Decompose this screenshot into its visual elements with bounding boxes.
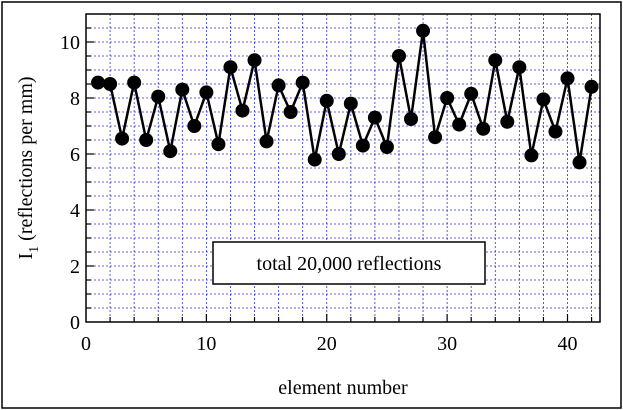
data-point — [271, 78, 286, 93]
data-point — [548, 124, 563, 139]
data-point — [307, 152, 322, 167]
y-axis-label-main: I — [15, 253, 37, 260]
x-axis-label: element number — [278, 377, 408, 399]
data-point — [319, 93, 334, 108]
y-axis-label-subscript: 1 — [27, 246, 42, 253]
data-point — [211, 137, 226, 152]
annotation-box — [212, 241, 486, 285]
annotation: total 20,000 reflections — [212, 241, 486, 285]
tick-labels: 0 10 20 30 40 0 2 4 6 8 10 — [60, 32, 577, 355]
data-point — [464, 86, 479, 101]
data-point — [428, 130, 443, 145]
data-point — [163, 144, 178, 159]
data-point — [572, 155, 587, 170]
data-point — [452, 117, 467, 132]
y-tick-label: 0 — [70, 312, 80, 334]
data-point — [331, 147, 346, 161]
data-points — [91, 23, 599, 170]
data-point — [524, 148, 539, 163]
data-point — [355, 138, 370, 153]
data-point — [500, 114, 515, 129]
y-tick-label: 10 — [60, 32, 80, 54]
x-tick-label: 10 — [196, 333, 216, 355]
data-point — [103, 77, 118, 91]
y-tick-label: 6 — [70, 144, 80, 166]
data-point — [560, 71, 575, 86]
data-point — [343, 96, 358, 111]
y-axis-label-suffix: (reflections per mm) — [15, 76, 37, 245]
x-tick-label: 0 — [81, 333, 91, 355]
data-point — [151, 89, 166, 104]
data-point — [187, 119, 202, 133]
series-line — [97, 30, 593, 163]
data-point — [488, 53, 503, 68]
axis-ticks — [86, 27, 593, 322]
data-point — [91, 75, 106, 90]
data-point — [584, 79, 599, 94]
data-point — [139, 133, 154, 147]
data-point — [199, 85, 214, 100]
x-tick-label: 20 — [317, 333, 337, 355]
data-point — [476, 121, 491, 136]
data-point — [247, 53, 262, 68]
data-point — [536, 92, 551, 107]
data-point — [440, 91, 455, 105]
x-tick-label: 30 — [437, 333, 457, 355]
data-point — [283, 105, 298, 119]
annotation-text: total 20,000 reflections — [257, 253, 442, 275]
data-point — [223, 60, 238, 75]
data-point — [115, 131, 130, 146]
data-point — [367, 110, 382, 125]
y-tick-label: 2 — [70, 256, 80, 278]
data-point — [175, 82, 190, 97]
data-point — [512, 60, 527, 75]
y-tick-label: 4 — [70, 200, 80, 222]
data-point — [259, 134, 274, 149]
y-axis-label: I1 (reflections per mm) — [15, 76, 42, 259]
data-point — [127, 75, 142, 90]
data-point — [235, 103, 250, 118]
data-point — [416, 23, 431, 38]
x-tick-label: 40 — [557, 333, 577, 355]
data-point — [404, 112, 419, 126]
data-point — [391, 49, 406, 63]
data-point — [295, 75, 310, 90]
data-point — [379, 140, 394, 154]
y-tick-label: 8 — [70, 88, 80, 110]
